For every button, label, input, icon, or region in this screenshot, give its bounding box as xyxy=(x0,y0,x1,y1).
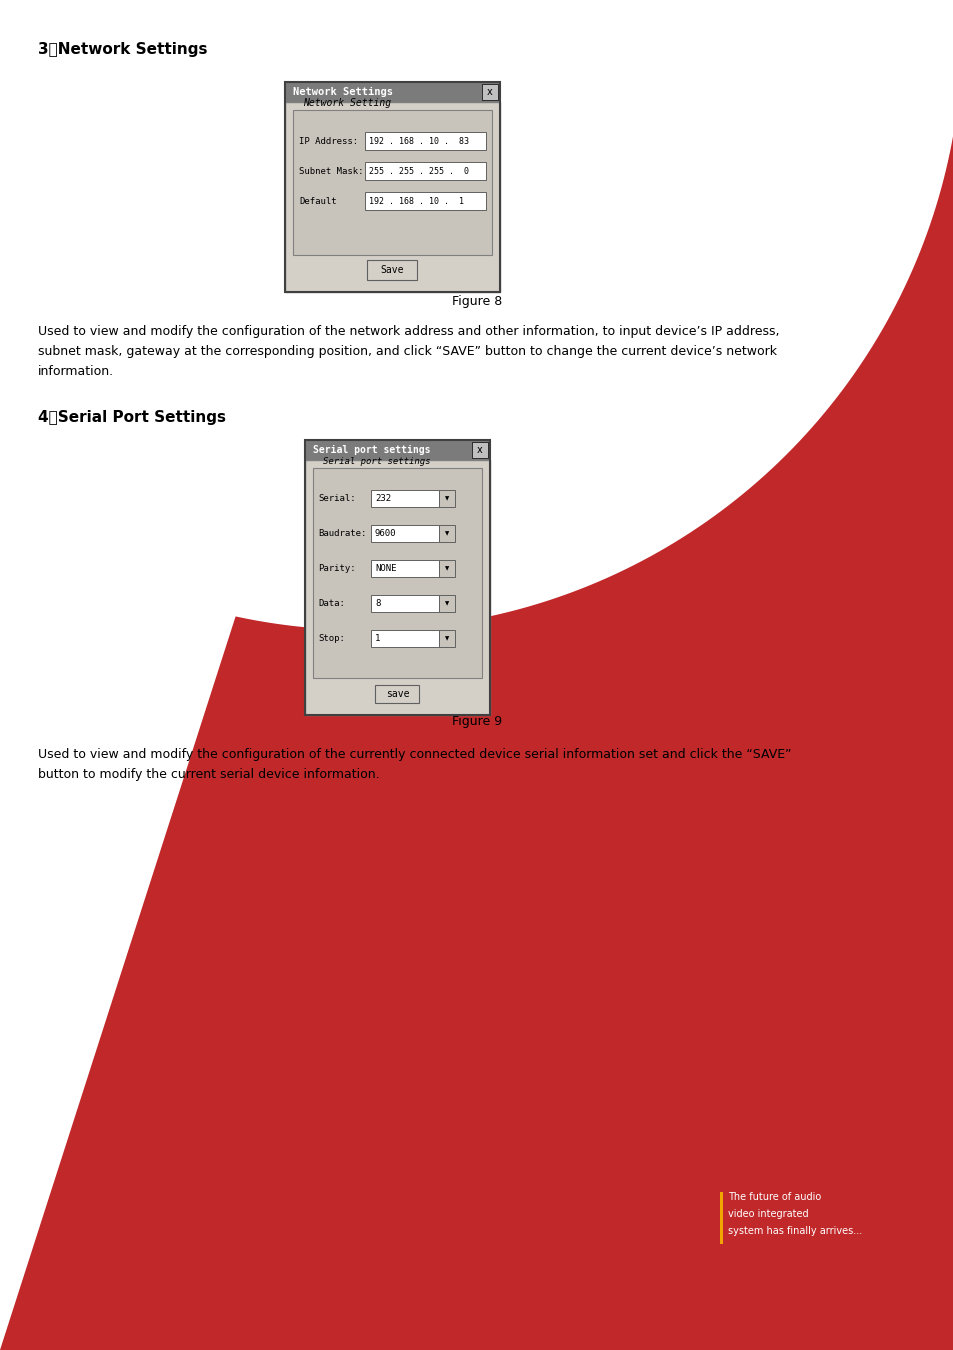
Text: Figure 8: Figure 8 xyxy=(452,296,501,308)
Text: Stop:: Stop: xyxy=(317,634,345,643)
Text: NONE: NONE xyxy=(375,564,396,572)
FancyBboxPatch shape xyxy=(371,490,438,508)
FancyBboxPatch shape xyxy=(313,468,481,678)
Polygon shape xyxy=(0,0,328,1350)
FancyBboxPatch shape xyxy=(371,630,438,647)
Text: Serial:: Serial: xyxy=(317,494,355,504)
Text: 9600: 9600 xyxy=(375,529,396,539)
Text: Data:: Data: xyxy=(317,599,345,608)
Text: system has finally arrives...: system has finally arrives... xyxy=(727,1226,862,1237)
Text: x: x xyxy=(476,446,482,455)
Text: 232: 232 xyxy=(375,494,391,504)
FancyBboxPatch shape xyxy=(285,103,499,292)
Text: Used to view and modify the configuration of the currently connected device seri: Used to view and modify the configuratio… xyxy=(38,748,791,761)
Text: Baudrate:: Baudrate: xyxy=(317,529,366,539)
Text: 8: 8 xyxy=(375,599,380,608)
Text: Default: Default xyxy=(298,197,336,205)
Text: IP Address:: IP Address: xyxy=(298,136,357,146)
Text: 3）Network Settings: 3）Network Settings xyxy=(38,42,208,57)
FancyBboxPatch shape xyxy=(438,525,455,541)
FancyBboxPatch shape xyxy=(371,595,438,612)
FancyBboxPatch shape xyxy=(367,261,417,279)
Text: Save: Save xyxy=(380,265,404,275)
Polygon shape xyxy=(0,0,953,630)
FancyBboxPatch shape xyxy=(285,82,499,103)
FancyBboxPatch shape xyxy=(305,440,490,460)
FancyBboxPatch shape xyxy=(720,1192,722,1243)
FancyBboxPatch shape xyxy=(438,490,455,508)
Text: Network Settings: Network Settings xyxy=(293,86,393,97)
Text: Subnet Mask:: Subnet Mask: xyxy=(298,166,363,176)
Text: 4）Serial Port Settings: 4）Serial Port Settings xyxy=(38,410,226,425)
FancyBboxPatch shape xyxy=(371,525,438,541)
Text: Serial port settings: Serial port settings xyxy=(313,446,430,455)
Text: button to modify the current serial device information.: button to modify the current serial devi… xyxy=(38,768,379,782)
FancyBboxPatch shape xyxy=(365,192,485,211)
Text: Network Setting: Network Setting xyxy=(303,99,391,108)
FancyBboxPatch shape xyxy=(438,630,455,647)
Text: information.: information. xyxy=(38,364,114,378)
Text: 1: 1 xyxy=(375,634,380,643)
FancyBboxPatch shape xyxy=(365,132,485,150)
Text: save: save xyxy=(385,688,409,699)
FancyBboxPatch shape xyxy=(438,560,455,576)
Text: ▼: ▼ xyxy=(444,531,449,536)
FancyBboxPatch shape xyxy=(438,595,455,612)
Text: ▼: ▼ xyxy=(444,601,449,606)
Text: ▼: ▼ xyxy=(444,636,449,641)
FancyBboxPatch shape xyxy=(365,162,485,180)
Text: subnet mask, gateway at the corresponding position, and click “SAVE” button to c: subnet mask, gateway at the correspondin… xyxy=(38,346,776,358)
Text: The future of audio: The future of audio xyxy=(727,1192,821,1202)
FancyBboxPatch shape xyxy=(293,109,492,255)
FancyBboxPatch shape xyxy=(371,560,438,576)
Text: Figure 9: Figure 9 xyxy=(452,716,501,728)
Text: video integrated: video integrated xyxy=(727,1210,808,1219)
Text: Parity:: Parity: xyxy=(317,564,355,572)
FancyBboxPatch shape xyxy=(481,84,497,100)
FancyBboxPatch shape xyxy=(472,441,488,458)
Text: x: x xyxy=(487,86,493,97)
Text: 192 . 168 . 10 .  83: 192 . 168 . 10 . 83 xyxy=(369,136,469,146)
Text: Used to view and modify the configuration of the network address and other infor: Used to view and modify the configuratio… xyxy=(38,325,779,338)
FancyBboxPatch shape xyxy=(305,460,490,716)
Text: Serial port settings: Serial port settings xyxy=(323,458,430,466)
Text: 192 . 168 . 10 .  1: 192 . 168 . 10 . 1 xyxy=(369,197,463,205)
FancyBboxPatch shape xyxy=(375,684,419,703)
Text: ▼: ▼ xyxy=(444,566,449,571)
Text: ▼: ▼ xyxy=(444,495,449,501)
Text: 255 . 255 . 255 .  0: 255 . 255 . 255 . 0 xyxy=(369,166,469,176)
